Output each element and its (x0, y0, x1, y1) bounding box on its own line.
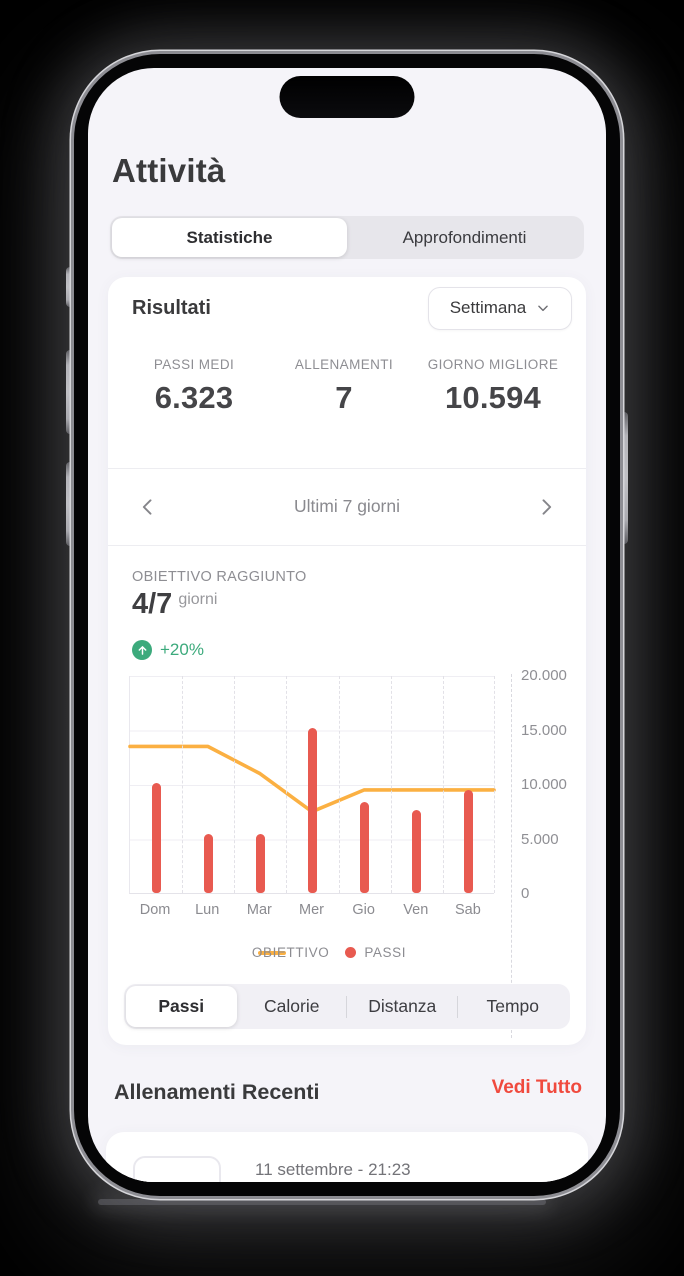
workout-thumbnail (133, 1156, 221, 1182)
stat-label: ALLENAMENTI (294, 357, 394, 372)
divider (108, 468, 586, 469)
chart-bar-dom[interactable] (151, 782, 161, 893)
volume-down-button (66, 462, 74, 546)
phone-base-shadow (98, 1199, 546, 1205)
period-selector[interactable]: Settimana (428, 286, 572, 330)
v-gridline (286, 676, 288, 893)
v-gridline (338, 676, 340, 893)
results-title: Risultati (132, 296, 211, 319)
x-tick-label: Mar (246, 902, 272, 918)
v-gridline (494, 676, 495, 893)
goal-value: 4/7 (132, 588, 173, 620)
v-gridline (442, 676, 444, 893)
y-tick-label: 0 (521, 885, 530, 902)
chevron-down-icon (538, 305, 549, 312)
legend-label: OBIETTIVO (251, 945, 330, 960)
goal-value-row: 4/7 giorni (132, 588, 217, 621)
x-tick-label: Lun (195, 902, 220, 918)
x-tick-label: Sab (455, 902, 481, 918)
volume-up-button (66, 350, 74, 434)
recent-section-title: Allenamenti Recenti (114, 1080, 320, 1104)
v-gridline (390, 676, 392, 893)
phone-frame: Attività Statistiche Approfondimenti Ris… (74, 54, 620, 1196)
tab-approfondimenti[interactable]: Approfondimenti (402, 227, 527, 247)
passi-dot-marker (345, 947, 357, 958)
today-indicator-line (511, 674, 512, 1038)
tab-separator (456, 995, 458, 1018)
stat-value: 10.594 (444, 380, 542, 415)
metric-tab-passi[interactable]: Passi (126, 986, 237, 1027)
legend-item-obiettivo[interactable]: OBIETTIVO (252, 945, 329, 960)
recent-workouts-card: 11 settembre - 21:23 (106, 1132, 588, 1182)
tab-statistiche[interactable]: Statistiche (112, 218, 347, 257)
goal-delta-value: +20% (160, 640, 204, 659)
workout-date: 11 settembre - 21:23 (255, 1160, 411, 1179)
goal-delta: +20% (132, 640, 204, 660)
metric-tab-tempo[interactable]: Tempo (456, 986, 569, 1027)
metric-tab-distanza[interactable]: Distanza (346, 986, 458, 1027)
chart-bar-lun[interactable] (203, 834, 213, 893)
chevron-right-icon[interactable] (536, 497, 556, 517)
metric-tab-label: Distanza (368, 996, 437, 1016)
range-nav: Ultimi 7 giorni (108, 468, 586, 545)
goal-unit: giorni (178, 591, 218, 608)
x-tick-label: Gio (352, 902, 375, 918)
results-card-header: Risultati Settimana (132, 286, 572, 330)
divider (108, 545, 586, 546)
metric-tabs: Passi Calorie Distanza Tempo (124, 984, 570, 1029)
see-all-link[interactable]: Vedi Tutto (491, 1077, 582, 1098)
stat-passi-medi: PASSI MEDI 6.323 (108, 357, 280, 416)
phone-screen: Attività Statistiche Approfondimenti Ris… (88, 68, 606, 1182)
arrow-up-circle-icon (132, 640, 152, 660)
range-label: Ultimi 7 giorni (294, 496, 400, 516)
metric-tab-calorie[interactable]: Calorie (264, 996, 320, 1016)
stat-allenamenti: ALLENAMENTI 7 (280, 357, 408, 416)
v-gridline (234, 676, 236, 893)
period-selector-value: Settimana (449, 298, 527, 317)
stat-giorno-migliore: GIORNO MIGLIORE 10.594 (408, 357, 578, 416)
chart-bar-mar[interactable] (255, 834, 265, 893)
view-segmented-control: Statistiche Approfondimenti (110, 216, 584, 259)
metric-tab-label: Tempo (486, 996, 540, 1016)
chart-y-axis: 20.000 15.000 10.000 5.000 0 (512, 667, 572, 902)
chart-x-axis: Dom Lun Mar Mer Gio Ven Sab (129, 902, 494, 918)
chart-legend: OBIETTIVO PASSI (108, 945, 550, 960)
x-tick-label: Mer (299, 902, 324, 918)
chart-bar-ven[interactable] (412, 810, 422, 893)
v-gridline (182, 676, 184, 893)
y-tick-label: 20.000 (521, 667, 567, 684)
goal-label: OBIETTIVO RAGGIUNTO (132, 569, 307, 585)
stat-value: 7 (335, 380, 353, 415)
chart-bar-sab[interactable] (464, 790, 474, 893)
dynamic-island (279, 76, 415, 118)
goal-line-marker (257, 950, 286, 955)
results-card: Risultati Settimana PASSI MEDI 6.323 ALL… (108, 277, 586, 1045)
tab-separator (346, 995, 347, 1018)
y-tick-label: 15.000 (521, 721, 567, 739)
power-button (620, 412, 628, 544)
chart-plot (128, 676, 496, 894)
x-tick-label: Ven (403, 902, 429, 918)
y-tick-label: 10.000 (521, 776, 567, 793)
stat-label: PASSI MEDI (153, 357, 235, 372)
stat-label: GIORNO MIGLIORE (427, 357, 559, 372)
stat-value: 6.323 (154, 380, 234, 415)
y-tick-label: 5.000 (521, 830, 559, 848)
legend-item-passi[interactable]: PASSI (345, 945, 406, 960)
chart-bar-mer[interactable] (308, 728, 317, 893)
mute-switch (66, 267, 74, 307)
recent-section-header: Allenamenti Recenti Vedi Tutto (114, 1077, 582, 1107)
chart-bar-gio[interactable] (360, 802, 370, 893)
stats-row: PASSI MEDI 6.323 ALLENAMENTI 7 GIORNO MI… (108, 357, 586, 416)
chevron-left-icon[interactable] (138, 497, 158, 517)
legend-label: PASSI (364, 945, 407, 960)
x-tick-label: Dom (139, 902, 171, 918)
workout-list-item[interactable]: 11 settembre - 21:23 (106, 1132, 588, 1182)
page-title: Attività (112, 152, 226, 189)
